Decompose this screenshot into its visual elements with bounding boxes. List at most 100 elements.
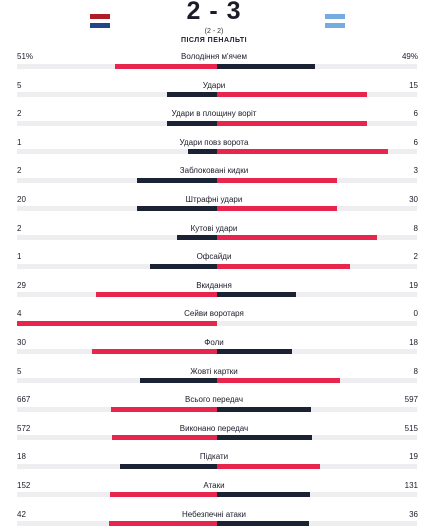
stat-home-value: 30 bbox=[17, 337, 26, 347]
stat-away-bar bbox=[217, 492, 310, 498]
stat-away-value: 36 bbox=[409, 509, 418, 519]
stat-away-value: 3 bbox=[413, 166, 418, 176]
stat-home-value: 1 bbox=[17, 252, 22, 262]
stat-home-value: 5 bbox=[17, 80, 22, 90]
stat-away-value: 8 bbox=[413, 366, 418, 376]
match-header: 2 - 3 (2 - 2) ПІСЛЯ ПЕНАЛЬТІ bbox=[0, 0, 428, 44]
stat-home-bar bbox=[140, 378, 217, 384]
stat-bar-track bbox=[17, 435, 417, 441]
argentina-flag-icon bbox=[325, 14, 345, 28]
stat-name: Удари bbox=[202, 80, 226, 90]
stat-away-value: 19 bbox=[409, 452, 418, 462]
stat-home-value: 667 bbox=[17, 395, 31, 405]
stat-row: 5 Удари 15 bbox=[0, 73, 428, 102]
stat-bar-track bbox=[17, 492, 417, 498]
stat-home-bar bbox=[109, 492, 217, 498]
stat-bar-track bbox=[17, 406, 417, 412]
stat-name: Небезпечні атаки bbox=[182, 509, 246, 519]
stat-home-value: 152 bbox=[17, 480, 31, 490]
netherlands-flag-icon bbox=[90, 14, 110, 28]
stat-row: 18 Підкати 19 bbox=[0, 444, 428, 473]
stat-home-bar bbox=[111, 406, 217, 412]
stat-name: Заблоковані кидки bbox=[179, 166, 249, 176]
stat-home-bar bbox=[92, 349, 217, 355]
stat-row: 2 Заблоковані кидки 3 bbox=[0, 158, 428, 187]
stat-home-value: 20 bbox=[17, 194, 26, 204]
stat-name: Атаки bbox=[203, 480, 225, 490]
stat-away-value: 6 bbox=[413, 137, 418, 147]
stat-row: 1 Офсайди 2 bbox=[0, 244, 428, 273]
stat-row: 29 Вкидання 19 bbox=[0, 273, 428, 302]
penalty-label: ПІСЛЯ ПЕНАЛЬТІ bbox=[180, 37, 248, 44]
stat-bar-track bbox=[17, 92, 417, 98]
stat-away-bar bbox=[217, 378, 341, 384]
stat-home-value: 2 bbox=[17, 109, 22, 119]
stat-home-bar bbox=[137, 206, 217, 212]
stat-bar-track bbox=[17, 263, 417, 269]
stat-name: Всього передач bbox=[185, 395, 243, 405]
stat-away-bar bbox=[217, 206, 337, 212]
stat-home-bar bbox=[177, 235, 217, 241]
stat-away-bar bbox=[217, 263, 351, 269]
stat-bar-track bbox=[17, 521, 417, 526]
stat-away-value: 597 bbox=[404, 395, 418, 405]
stat-name: Удари повз ворота bbox=[179, 137, 249, 147]
stat-name: Підкати bbox=[199, 452, 229, 462]
stat-row: 152 Атаки 131 bbox=[0, 473, 428, 502]
stat-away-value: 0 bbox=[413, 309, 418, 319]
stat-name: Кутові удари bbox=[190, 223, 238, 233]
stat-away-bar bbox=[217, 120, 367, 126]
stat-away-value: 18 bbox=[409, 337, 418, 347]
match-score: 2 - 3 bbox=[186, 0, 242, 25]
stat-name: Жовті картки bbox=[190, 366, 238, 376]
stat-name: Вкидання bbox=[196, 280, 232, 290]
stat-home-value: 42 bbox=[17, 509, 26, 519]
stat-row: 667 Всього передач 597 bbox=[0, 387, 428, 416]
stat-bar-track bbox=[17, 349, 417, 355]
stat-home-bar bbox=[115, 63, 217, 69]
stat-name: Фоли bbox=[204, 337, 224, 347]
stat-row: 51% Володіння м'ячем 49% bbox=[0, 44, 428, 73]
stat-row: 2 Кутові удари 8 bbox=[0, 216, 428, 245]
stat-home-bar bbox=[167, 92, 217, 98]
stat-home-value: 2 bbox=[17, 166, 22, 176]
stat-away-value: 2 bbox=[413, 252, 418, 262]
stat-row: 30 Фоли 18 bbox=[0, 330, 428, 359]
stat-away-bar bbox=[217, 435, 312, 441]
stat-home-bar bbox=[167, 120, 217, 126]
stat-away-bar bbox=[217, 292, 297, 298]
stat-bar-track bbox=[17, 378, 417, 384]
stat-home-bar bbox=[17, 320, 217, 326]
stat-name: Штрафні удари bbox=[185, 194, 243, 204]
stat-bar-track bbox=[17, 63, 417, 69]
stat-bar-track bbox=[17, 320, 417, 326]
stat-row: 4 Сейви воротаря 0 bbox=[0, 301, 428, 330]
stat-home-bar bbox=[137, 177, 217, 183]
stat-away-value: 515 bbox=[404, 423, 418, 433]
stat-away-value: 15 bbox=[409, 80, 418, 90]
stat-home-bar bbox=[109, 521, 217, 526]
stat-away-bar bbox=[217, 177, 337, 183]
stat-bar-track bbox=[17, 120, 417, 126]
stat-bar-track bbox=[17, 235, 417, 241]
stat-bar-track bbox=[17, 149, 417, 155]
stat-away-bar bbox=[217, 406, 312, 412]
stat-away-value: 131 bbox=[404, 480, 418, 490]
stats-list: 51% Володіння м'ячем 49% 5 Удари 15 2 Удари в п… bbox=[0, 44, 428, 530]
stat-away-bar bbox=[217, 92, 367, 98]
stat-home-value: 4 bbox=[17, 309, 22, 319]
stat-away-value: 6 bbox=[413, 109, 418, 119]
stat-bar-track bbox=[17, 177, 417, 183]
flag-stripe bbox=[90, 23, 110, 28]
stat-row: 1 Удари повз ворота 6 bbox=[0, 130, 428, 159]
stat-away-bar bbox=[217, 521, 310, 526]
stat-away-bar bbox=[217, 63, 315, 69]
stat-home-value: 5 bbox=[17, 366, 22, 376]
flag-stripe bbox=[325, 23, 345, 28]
stat-name: Офсайди bbox=[196, 252, 232, 262]
stat-name: Удари в площину воріт bbox=[171, 109, 257, 119]
stat-away-bar bbox=[217, 235, 377, 241]
stat-row: 20 Штрафні удари 30 bbox=[0, 187, 428, 216]
stat-name: Володіння м'ячем bbox=[181, 52, 247, 61]
stat-home-value: 51% bbox=[17, 52, 34, 61]
